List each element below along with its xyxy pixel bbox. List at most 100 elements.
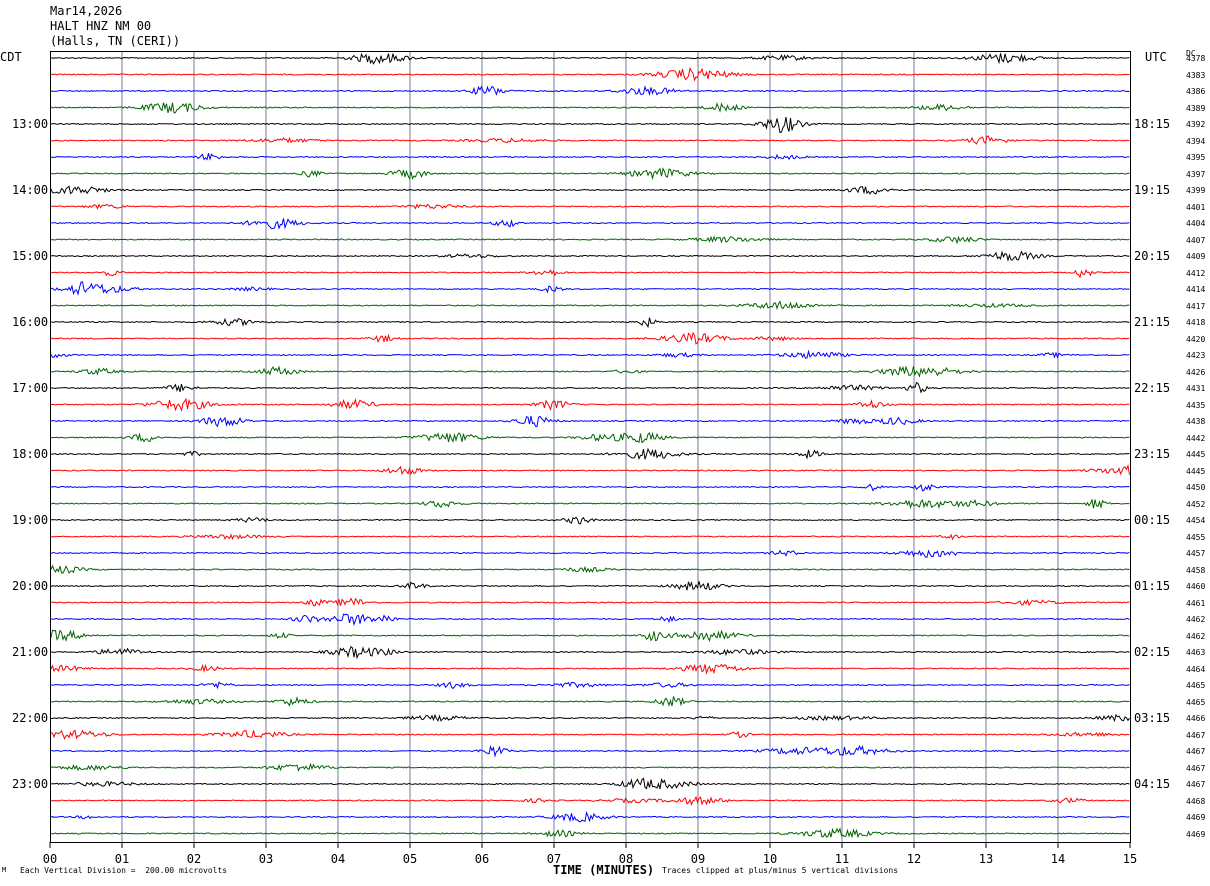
- trace-line: [51, 597, 1130, 607]
- dc-offset-label: 4468: [1186, 796, 1206, 806]
- trace-line: [50, 415, 1130, 428]
- trace-line: [50, 185, 1130, 195]
- trace-line: [50, 250, 1130, 262]
- trace-line: [50, 66, 1130, 82]
- dc-offset-label: 4378: [1186, 54, 1206, 63]
- dc-offset-label: 4414: [1186, 285, 1206, 294]
- left-hour-label: 21:00: [12, 645, 49, 659]
- dc-offset-label: 4386: [1186, 87, 1206, 96]
- x-tick-label: 04: [331, 852, 345, 866]
- trace-line: [50, 613, 1130, 627]
- left-hour-label: 19:00: [12, 513, 49, 527]
- trace-line: [50, 317, 1130, 329]
- dc-offset-label: 4455: [1186, 532, 1206, 542]
- trace-line: [50, 762, 1130, 772]
- dc-offset-label: 4458: [1186, 565, 1206, 575]
- dc-offset-label: 4462: [1186, 615, 1206, 624]
- trace-line: [50, 564, 1130, 574]
- x-tick-label: 11: [835, 852, 849, 866]
- right-timezone-label: UTC: [1145, 50, 1167, 64]
- trace-line: [50, 85, 1130, 97]
- left-timezone-label: CDT: [0, 50, 22, 64]
- dc-offset-label: 4438: [1186, 417, 1206, 426]
- right-hour-label: 02:15: [1134, 645, 1171, 659]
- trace-line: [50, 498, 1130, 510]
- trace-line: [50, 203, 1130, 210]
- dc-offset-label: 4457: [1186, 549, 1206, 558]
- trace-line: [50, 827, 1130, 839]
- trace-line: [50, 281, 1130, 296]
- dc-offset-label: 4465: [1186, 697, 1206, 707]
- left-hour-label: 13:00: [12, 117, 49, 131]
- right-hour-label: 22:15: [1134, 381, 1171, 395]
- trace-line: [50, 729, 1130, 740]
- left-hour-label: 22:00: [12, 711, 49, 725]
- trace-line: [50, 117, 1130, 134]
- dc-offset-label: 4467: [1186, 730, 1206, 740]
- trace-line: [50, 349, 1130, 359]
- left-hour-label: 17:00: [12, 381, 49, 395]
- x-tick-label: 14: [1051, 852, 1065, 866]
- trace-line: [50, 645, 1130, 660]
- header-date: Mar14,2026: [50, 4, 123, 18]
- trace-line: [50, 516, 1130, 525]
- right-hour-label: 20:15: [1134, 249, 1171, 263]
- footer-mark: M: [2, 866, 7, 874]
- trace-line: [50, 447, 1130, 461]
- dc-offset-label: 4462: [1186, 631, 1206, 641]
- dc-offset-label: 4450: [1186, 483, 1206, 492]
- dc-offset-label: 4423: [1186, 351, 1206, 360]
- dc-offset-label: 4460: [1186, 582, 1206, 591]
- x-tick-label: 09: [691, 852, 705, 866]
- trace-line: [50, 744, 1130, 758]
- trace-line: [50, 696, 1130, 707]
- dc-offset-label: 4389: [1186, 103, 1206, 113]
- x-axis-ticks: 00 01 02 03 04 05 06 07 08 09 10 11 12 13 14 15: [43, 842, 1137, 866]
- x-tick-label: 13: [979, 852, 993, 866]
- trace-line: [50, 167, 1130, 181]
- dc-offset-label: 4395: [1186, 153, 1206, 162]
- dc-offset-label: 4464: [1186, 664, 1206, 674]
- dc-offset-label: 4467: [1186, 780, 1206, 789]
- dc-offset-label: 4394: [1186, 136, 1206, 146]
- dc-offset-label: 4407: [1186, 235, 1206, 245]
- right-hour-label: 03:15: [1134, 711, 1171, 725]
- dc-offset-label: 4417: [1186, 301, 1206, 311]
- trace-line: [50, 331, 1130, 345]
- seismic-traces: [50, 52, 1130, 839]
- trace-line: [50, 397, 1130, 412]
- dc-offset-label: 4399: [1186, 186, 1206, 195]
- x-tick-label: 08: [619, 852, 633, 866]
- dc-offset-label: 4435: [1186, 400, 1206, 410]
- header-station: HALT HNZ NM 00: [50, 19, 152, 33]
- right-hour-label: 18:15: [1134, 117, 1171, 131]
- dc-offset-label: 4420: [1186, 334, 1206, 344]
- dc-offset-label: 4445: [1186, 450, 1206, 459]
- dc-offset-label: 4418: [1186, 318, 1206, 327]
- trace-line: [50, 777, 1130, 790]
- trace-line: [50, 268, 1130, 279]
- x-tick-label: 00: [43, 852, 57, 866]
- trace-line: [50, 235, 1130, 245]
- x-tick-label: 15: [1123, 852, 1137, 866]
- right-hour-label: 21:15: [1134, 315, 1171, 329]
- dc-offset-label: 4426: [1186, 367, 1206, 377]
- right-hour-label: 23:15: [1134, 447, 1171, 461]
- right-hour-label: 04:15: [1134, 777, 1171, 791]
- dc-offset-label: 4383: [1186, 70, 1206, 80]
- dc-offset-label: 4452: [1186, 499, 1206, 509]
- right-hour-label: 19:15: [1134, 183, 1171, 197]
- trace-line: [50, 533, 1130, 541]
- right-hour-label: 01:15: [1134, 579, 1171, 593]
- left-hour-label: 14:00: [12, 183, 49, 197]
- vertical-grid: [121, 52, 1059, 842]
- header-location: (Halls, TN (CERI)): [50, 34, 181, 48]
- dc-header-label: DC: [1186, 49, 1196, 58]
- plot-frame: [50, 51, 1131, 843]
- x-tick-label: 01: [115, 852, 129, 866]
- dc-offset-label: 4465: [1186, 681, 1206, 690]
- trace-line: [50, 218, 1130, 230]
- trace-line: [50, 483, 1130, 492]
- trace-line: [50, 795, 1130, 806]
